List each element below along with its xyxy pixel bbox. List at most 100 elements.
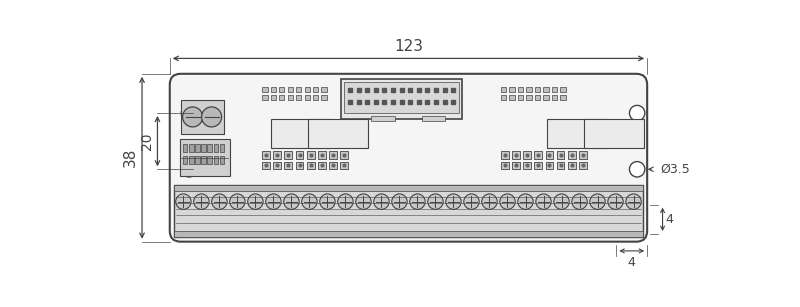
Bar	[174, 185, 642, 191]
Bar	[296, 161, 303, 169]
Circle shape	[230, 194, 245, 209]
Bar	[322, 87, 327, 92]
Bar	[341, 79, 462, 119]
Bar	[523, 161, 531, 169]
Bar	[313, 87, 318, 92]
Bar	[523, 151, 531, 158]
Circle shape	[554, 194, 570, 209]
FancyBboxPatch shape	[170, 74, 647, 242]
Bar	[274, 161, 281, 169]
Circle shape	[182, 105, 197, 121]
Bar	[560, 95, 566, 100]
Bar	[501, 161, 509, 169]
Circle shape	[500, 194, 515, 209]
Bar	[422, 116, 446, 121]
Bar	[183, 156, 187, 164]
Bar	[501, 95, 506, 100]
Bar	[579, 161, 586, 169]
Bar	[501, 151, 509, 158]
Circle shape	[410, 194, 425, 209]
Bar	[308, 119, 369, 149]
Bar	[296, 151, 303, 158]
Circle shape	[284, 194, 299, 209]
Bar	[534, 87, 540, 92]
Bar	[274, 151, 281, 158]
Bar	[543, 95, 549, 100]
Bar	[557, 161, 564, 169]
Bar	[313, 95, 318, 100]
Bar	[370, 116, 394, 121]
Bar	[195, 144, 200, 152]
Bar	[340, 161, 348, 169]
Bar	[296, 87, 302, 92]
Bar	[510, 87, 514, 92]
Bar	[307, 161, 314, 169]
Bar	[220, 144, 225, 152]
Text: 123: 123	[394, 39, 423, 54]
Bar	[534, 95, 540, 100]
Circle shape	[536, 194, 551, 209]
Circle shape	[464, 194, 479, 209]
Bar	[568, 161, 575, 169]
Bar	[340, 151, 348, 158]
Circle shape	[338, 194, 353, 209]
Bar	[526, 95, 532, 100]
Bar	[534, 151, 542, 158]
Bar	[512, 151, 520, 158]
Circle shape	[392, 194, 407, 209]
Bar	[329, 161, 337, 169]
Bar	[546, 161, 554, 169]
Bar	[501, 87, 506, 92]
Bar	[305, 95, 310, 100]
Bar	[518, 87, 523, 92]
Text: 4: 4	[628, 256, 636, 269]
Circle shape	[630, 105, 645, 121]
Bar	[579, 151, 586, 158]
Bar	[174, 185, 642, 237]
Circle shape	[320, 194, 335, 209]
Bar	[220, 156, 225, 164]
Bar	[287, 87, 293, 92]
Bar	[510, 95, 514, 100]
Bar	[318, 151, 326, 158]
Circle shape	[630, 161, 645, 177]
Bar	[568, 151, 575, 158]
Circle shape	[518, 194, 534, 209]
Bar	[207, 156, 212, 164]
Bar	[285, 151, 292, 158]
Bar	[296, 95, 302, 100]
Bar	[270, 87, 276, 92]
Circle shape	[446, 194, 461, 209]
Bar	[262, 161, 270, 169]
Bar	[534, 161, 542, 169]
Circle shape	[608, 194, 623, 209]
Circle shape	[182, 161, 197, 177]
Bar	[214, 144, 218, 152]
Circle shape	[302, 194, 317, 209]
Bar	[547, 119, 607, 149]
Bar	[271, 119, 331, 149]
Bar	[546, 151, 554, 158]
Bar	[262, 151, 270, 158]
Circle shape	[182, 107, 202, 127]
Circle shape	[212, 194, 227, 209]
Bar	[279, 95, 285, 100]
Circle shape	[590, 194, 606, 209]
Bar	[526, 87, 532, 92]
Circle shape	[626, 194, 642, 209]
Circle shape	[266, 194, 281, 209]
Circle shape	[248, 194, 263, 209]
Bar	[214, 156, 218, 164]
Text: 4: 4	[666, 213, 674, 226]
Bar	[307, 151, 314, 158]
Bar	[344, 82, 459, 113]
Bar	[262, 87, 267, 92]
Bar	[322, 95, 327, 100]
Circle shape	[482, 194, 497, 209]
Bar	[287, 95, 293, 100]
Circle shape	[374, 194, 389, 209]
Circle shape	[572, 194, 587, 209]
Bar	[557, 151, 564, 158]
Bar	[512, 161, 520, 169]
Bar	[318, 161, 326, 169]
